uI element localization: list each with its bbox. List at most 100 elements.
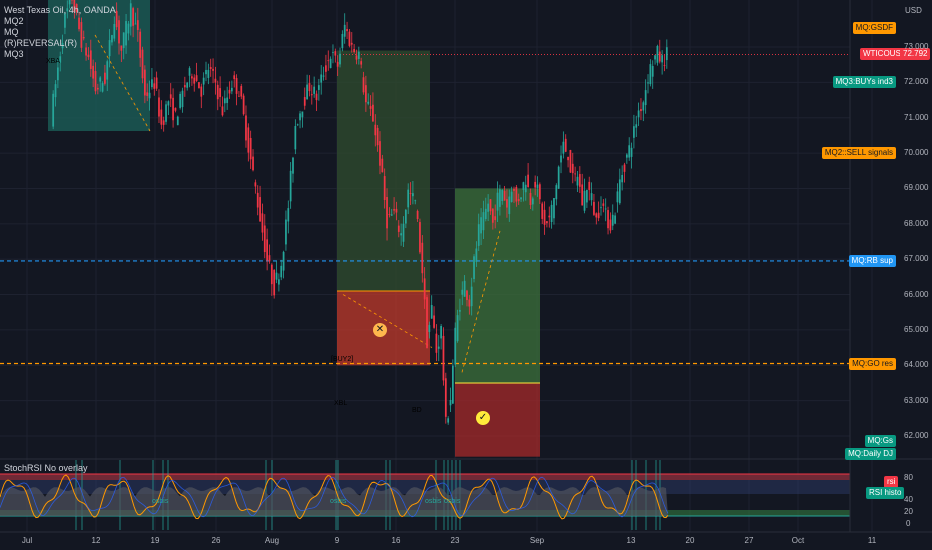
symbol-title[interactable]: West Texas Oil, 4h, OANDA (4, 5, 116, 15)
candle-body (470, 286, 473, 307)
candle-body (388, 214, 391, 215)
date-tick: 20 (685, 536, 695, 545)
candle-body (656, 46, 659, 63)
candle-body (550, 204, 553, 223)
candle-body (506, 199, 508, 208)
candle-body (409, 193, 412, 194)
checkmark-circle-icon[interactable]: ✓ (476, 411, 490, 425)
candle-body (529, 192, 532, 205)
candle-body (531, 198, 534, 205)
cross-circle-icon[interactable]: ✕ (373, 323, 387, 337)
candle-body (607, 210, 609, 229)
rsi-histo-tag[interactable]: RSI histo (866, 487, 905, 499)
candle-body (367, 101, 370, 104)
candle-body (381, 158, 384, 173)
symbol-price-tag[interactable]: WTICOUSD (860, 48, 910, 61)
candle-body (278, 279, 280, 285)
candle-body (139, 31, 142, 58)
bd-label: BD (412, 407, 422, 414)
rsi-tag[interactable]: rsi (884, 476, 899, 488)
candle-body (576, 176, 579, 186)
candle-body (120, 45, 123, 51)
candle-body (362, 77, 365, 93)
date-tick: Sep (529, 536, 545, 545)
candle-body (303, 97, 306, 106)
candle-body (125, 21, 127, 46)
candle-body (238, 95, 240, 97)
xbl-label: XBL (334, 400, 348, 407)
trade-zone (337, 50, 430, 292)
candle-body (654, 55, 656, 60)
candle-body (588, 181, 591, 190)
candle-body (419, 222, 421, 253)
rsi-panel-title[interactable]: StochRSI No overlay (4, 463, 88, 473)
candle-body (433, 315, 435, 328)
price-tick: 65.000 (904, 324, 929, 334)
candle-body (195, 75, 198, 81)
candle-body (640, 109, 642, 112)
candle-body (198, 82, 200, 89)
candle-body (240, 86, 243, 97)
candle-body (193, 77, 196, 84)
indicator-reversal[interactable]: (R)REVERSAL(R) (4, 38, 78, 48)
candle-body (89, 50, 92, 69)
candle-body (513, 188, 515, 191)
candle-body (80, 22, 83, 48)
mq-gs-tag[interactable]: MQ:Gs (864, 435, 896, 448)
candle-body (435, 333, 438, 353)
candle-body (183, 85, 186, 88)
candle-body (249, 137, 252, 160)
candle-body (386, 197, 388, 229)
candle-body (637, 110, 640, 118)
candle-body (581, 184, 584, 206)
candle-body (475, 248, 478, 262)
mq3-buys-tag[interactable]: MQ3:BUYs ind3 (832, 76, 896, 89)
candle-body (614, 215, 616, 224)
candle-body (397, 225, 400, 232)
indicator-mq2[interactable]: MQ2 (4, 16, 24, 26)
candle-body (633, 126, 635, 138)
candle-body (522, 182, 525, 190)
mq2-sell-tag[interactable]: MQ2::SELL signals (821, 147, 896, 160)
candle-body (468, 299, 471, 307)
candle-body (104, 72, 106, 84)
current-price-tag[interactable]: 72.792 (900, 48, 931, 61)
candle-body (423, 278, 426, 300)
candle-body (555, 185, 558, 200)
mq-go-res-tag[interactable]: MQ:GO res (849, 357, 896, 370)
mq-daily-dj-tag[interactable]: MQ:Daily DJ (845, 447, 896, 460)
candle-body (209, 67, 212, 70)
candle-body (553, 198, 555, 219)
indicator-mq3[interactable]: MQ3 (4, 49, 24, 59)
candle-body (115, 10, 118, 28)
mq-rb-sup-tag[interactable]: MQ:RB sup (848, 254, 896, 267)
candle-body (320, 74, 323, 83)
date-tick: 11 (867, 536, 877, 545)
indicator-mq[interactable]: MQ (4, 27, 19, 37)
candle-body (256, 192, 259, 208)
candle-body (101, 83, 104, 92)
candle-body (219, 88, 221, 98)
candle-body (569, 149, 572, 173)
date-tick: 27 (744, 536, 754, 545)
candle-body (527, 174, 529, 188)
candle-body (275, 272, 278, 280)
candle-body (200, 86, 203, 97)
candle-body (113, 23, 116, 39)
candle-body (111, 35, 113, 43)
candle-body (285, 219, 287, 245)
candle-body (567, 156, 569, 161)
candle-body (571, 163, 574, 174)
candle-body (287, 208, 290, 222)
mq-gsdf-tag[interactable]: MQ:GSDF (852, 21, 896, 34)
candle-body (327, 60, 330, 62)
currency-label[interactable]: USD (905, 6, 922, 15)
candle-body (395, 208, 398, 213)
candle-body (642, 102, 645, 111)
candle-body (151, 79, 153, 88)
candle-body (254, 182, 257, 187)
candle-body (477, 224, 480, 246)
trend-line (461, 230, 501, 373)
candle-body (322, 75, 325, 77)
